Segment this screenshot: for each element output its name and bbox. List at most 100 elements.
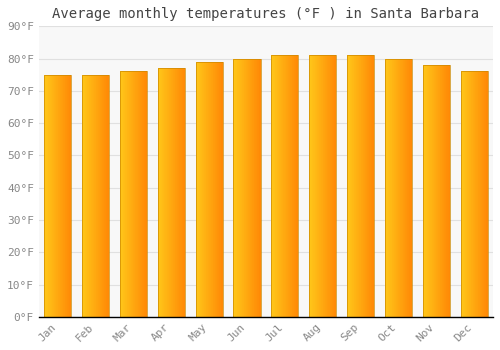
Bar	[347, 55, 374, 317]
Bar	[292, 55, 293, 317]
Bar	[477, 71, 478, 317]
Bar	[108, 75, 109, 317]
Bar	[138, 71, 139, 317]
Bar	[122, 71, 123, 317]
Bar	[309, 55, 310, 317]
Bar	[88, 75, 89, 317]
Bar	[385, 58, 412, 317]
Bar	[352, 55, 353, 317]
Bar	[234, 58, 236, 317]
Bar	[63, 75, 64, 317]
Bar	[84, 75, 86, 317]
Bar	[205, 62, 206, 317]
Bar	[405, 58, 406, 317]
Bar	[250, 58, 251, 317]
Bar	[397, 58, 398, 317]
Bar	[164, 68, 165, 317]
Bar	[272, 55, 274, 317]
Bar	[197, 62, 198, 317]
Bar	[179, 68, 180, 317]
Bar	[237, 58, 238, 317]
Bar	[396, 58, 397, 317]
Bar	[395, 58, 396, 317]
Bar	[196, 62, 223, 317]
Bar	[445, 65, 446, 317]
Bar	[350, 55, 351, 317]
Bar	[391, 58, 392, 317]
Bar	[472, 71, 473, 317]
Bar	[394, 58, 395, 317]
Bar	[448, 65, 449, 317]
Bar	[295, 55, 296, 317]
Bar	[220, 62, 222, 317]
Bar	[388, 58, 389, 317]
Bar	[165, 68, 166, 317]
Bar	[284, 55, 285, 317]
Bar	[276, 55, 278, 317]
Bar	[278, 55, 280, 317]
Bar	[99, 75, 100, 317]
Bar	[158, 68, 159, 317]
Bar	[86, 75, 88, 317]
Bar	[274, 55, 276, 317]
Bar	[390, 58, 391, 317]
Bar	[57, 75, 58, 317]
Bar	[422, 65, 450, 317]
Bar	[330, 55, 331, 317]
Bar	[139, 71, 140, 317]
Bar	[244, 58, 245, 317]
Bar	[100, 75, 101, 317]
Bar	[128, 71, 130, 317]
Bar	[430, 65, 431, 317]
Bar	[70, 75, 72, 317]
Bar	[210, 62, 211, 317]
Bar	[320, 55, 322, 317]
Bar	[96, 75, 97, 317]
Bar	[68, 75, 70, 317]
Bar	[438, 65, 439, 317]
Bar	[201, 62, 202, 317]
Bar	[61, 75, 62, 317]
Bar	[142, 71, 143, 317]
Bar	[362, 55, 364, 317]
Bar	[172, 68, 174, 317]
Bar	[44, 75, 45, 317]
Bar	[436, 65, 437, 317]
Bar	[487, 71, 488, 317]
Bar	[48, 75, 49, 317]
Bar	[354, 55, 355, 317]
Bar	[461, 71, 462, 317]
Bar	[240, 58, 241, 317]
Bar	[328, 55, 329, 317]
Bar	[289, 55, 290, 317]
Bar	[222, 62, 223, 317]
Bar	[464, 71, 466, 317]
Bar	[360, 55, 361, 317]
Bar	[474, 71, 475, 317]
Bar	[251, 58, 252, 317]
Bar	[372, 55, 373, 317]
Bar	[45, 75, 46, 317]
Bar	[288, 55, 289, 317]
Bar	[137, 71, 138, 317]
Bar	[161, 68, 162, 317]
Bar	[404, 58, 405, 317]
Bar	[358, 55, 359, 317]
Bar	[49, 75, 50, 317]
Bar	[401, 58, 402, 317]
Bar	[258, 58, 260, 317]
Bar	[124, 71, 126, 317]
Bar	[400, 58, 401, 317]
Bar	[392, 58, 393, 317]
Bar	[462, 71, 463, 317]
Bar	[449, 65, 450, 317]
Bar	[271, 55, 298, 317]
Bar	[290, 55, 291, 317]
Bar	[91, 75, 92, 317]
Bar	[132, 71, 133, 317]
Bar	[238, 58, 239, 317]
Bar	[254, 58, 255, 317]
Bar	[291, 55, 292, 317]
Bar	[59, 75, 60, 317]
Bar	[297, 55, 298, 317]
